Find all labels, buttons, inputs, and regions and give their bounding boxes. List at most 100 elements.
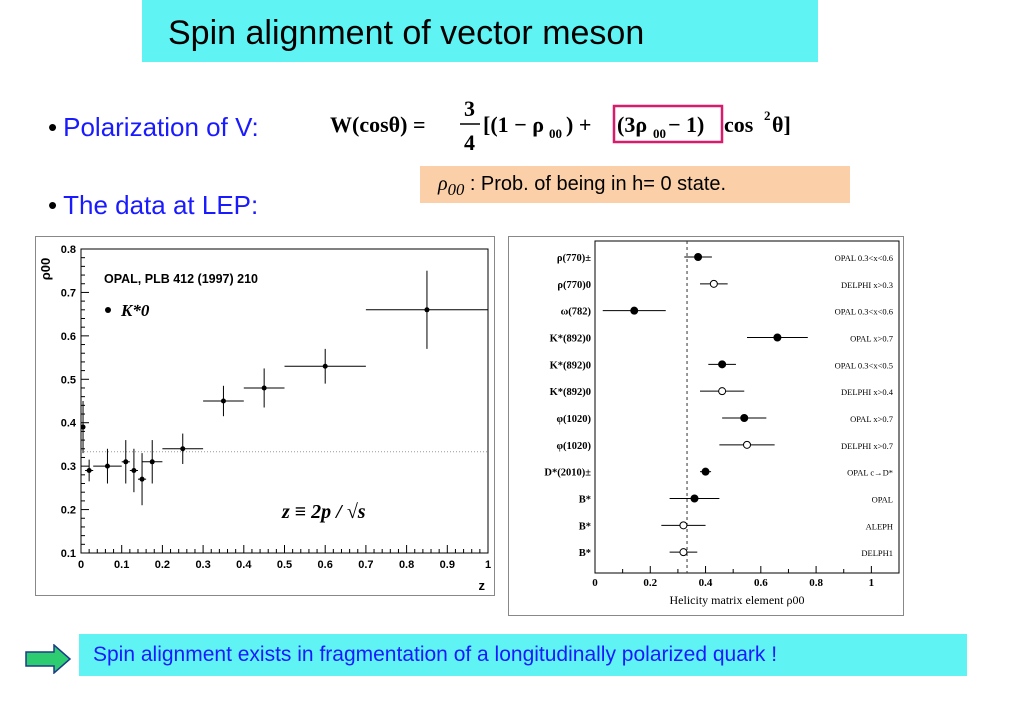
data-point [180,446,186,452]
bullet-dot: • [48,112,58,142]
bullet-lep-text: The data at LEP: [63,190,259,220]
data-point [86,467,92,473]
formula-boxed: (3ρ [617,112,647,137]
formula-part4: θ] [772,112,791,137]
x-tick-label: 0.4 [699,577,713,589]
rho00-note-text: : Prob. of being in h= 0 state. [464,173,727,195]
experiment-label: ALEPH [866,521,893,531]
data-point [694,253,703,261]
plot-frame [594,240,900,574]
chart-title: OPAL, PLB 412 (1997) 210 [104,272,258,286]
rho-sub: 00 [447,180,465,199]
x-tick-label: 0.6 [754,577,768,589]
x-tick-label: 0 [78,559,84,571]
data-point [261,385,267,391]
y-tick-label: 0.7 [61,287,76,299]
data-point [701,467,710,476]
particle-label: B* [579,495,591,506]
experiment-label: OPAL x>0.7 [850,334,893,344]
bullet-polarization: • Polarization of V: [48,112,259,143]
data-point [690,494,699,503]
x-tick-label: 0.3 [195,559,210,571]
experiment-label: DELPHI x>0.3 [841,280,893,290]
right-arrow-icon [25,644,72,674]
conclusion-text: Spin alignment exists in fragmentation o… [93,643,778,666]
data-point [718,360,727,369]
data-point [743,440,751,449]
helicity-summary-chart: 0 0.2 0.4 0.6 0.8 1 Helicity matrix element ρ0… [544,240,900,607]
data-point [740,414,749,422]
formula-sub2: 00 [653,126,666,141]
data-point [424,307,430,313]
formula-sub1: 00 [549,126,562,141]
y-tick-label: 0.8 [61,244,76,256]
particle-label: φ(1020) [556,441,591,452]
particle-label: D*(2010)± [544,468,591,479]
experiment-label: OPAL 0.3<x<0.6 [835,307,893,317]
experiment-label: DELPHI x>0.7 [841,441,893,451]
legend-label: K*0 [120,301,150,320]
data-point [139,476,145,482]
bullet-lep-data: • The data at LEP: [48,190,258,221]
formula-highlight-box [612,104,724,144]
y-tick-label: 0.1 [61,548,76,560]
experiment-label: OPAL [872,495,893,505]
x-tick-label: 0.4 [236,559,252,571]
y-tick-label: 0.6 [61,331,76,343]
data-point [322,363,328,369]
slide-title: Spin alignment of vector meson [168,14,645,52]
rho-symbol: ρ [438,173,448,195]
opal-kstar-chart-panel: 0 0.1 0.2 0.3 0.4 0.5 0.6 0.7 0.8 0.9 1 0.1 0.2 0.3 0.… [35,236,495,596]
experiment-label: OPAL 0.3<x<0.5 [835,360,893,370]
experiment-label: OPAL 0.3<x<0.6 [835,253,893,263]
title-banner: Spin alignment of vector meson [142,0,818,62]
data-point [104,463,110,469]
rho00-note: ρ00 : Prob. of being in h= 0 state. [438,173,726,200]
x-axis-label: z [479,578,486,593]
formula-frac-den: 4 [464,130,475,155]
data-point [220,398,226,404]
formula-lhs: W(cosθ) = [330,112,426,137]
x-tick-label: 0.5 [277,559,292,571]
data-point [80,424,86,430]
x-tick-label: 0.7 [358,559,373,571]
opal-kstar-chart: 0 0.1 0.2 0.3 0.4 0.5 0.6 0.7 0.8 0.9 10.10.20.30.… [38,244,491,593]
y-axis-label: ρ00 [38,258,53,281]
particle-label: ω(782) [561,307,592,318]
formula-frac-num: 3 [464,96,475,121]
data-point [679,548,688,557]
x-tick-label: 0.1 [114,559,129,571]
x-tick-label: 0 [592,577,598,589]
x-tick-label: 0.2 [155,559,170,571]
x-tick-label: 0.8 [399,559,414,571]
y-tick-label: 0.3 [61,461,76,473]
particle-label: K*(892)0 [550,387,591,398]
y-tick-label: 0.4 [61,418,77,430]
conclusion-box: Spin alignment exists in fragmentation o… [79,634,967,676]
x-tick-label: 0.6 [318,559,333,571]
data-point [709,279,718,288]
particle-label: ρ(770)± [557,253,591,264]
data-point [123,459,129,465]
data-point [131,467,137,473]
polarization-formula: W(cosθ) = 3 4 [(1 − ρ 00 ) + (3ρ 00 − 1)… [330,96,791,155]
x-tick-label: 1 [869,577,875,589]
particle-label: K*(892)0 [550,334,591,345]
x-axis-label: Helicity matrix element ρ00 [670,593,805,607]
experiment-label: DELPH1 [861,548,893,558]
x-tick-label: 0.9 [440,559,455,571]
y-tick-label: 0.5 [61,374,76,386]
x-tick-label: 0.2 [643,577,657,589]
experiment-label: OPAL x>0.7 [850,414,893,424]
experiment-label: OPAL c→D* [847,468,893,478]
data-point [149,459,155,465]
experiment-label: DELPHI x>0.4 [841,387,894,397]
rho00-note-box: ρ00 : Prob. of being in h= 0 state. [420,166,850,203]
data-point [773,333,782,342]
bullet-polarization-text: Polarization of V: [63,112,259,142]
data-point [679,521,688,530]
formula-boxed-end: − 1) [668,112,704,137]
data-point [630,306,639,315]
x-tick-label: 1 [485,559,491,571]
formula-part1: [(1 − ρ [483,112,544,137]
